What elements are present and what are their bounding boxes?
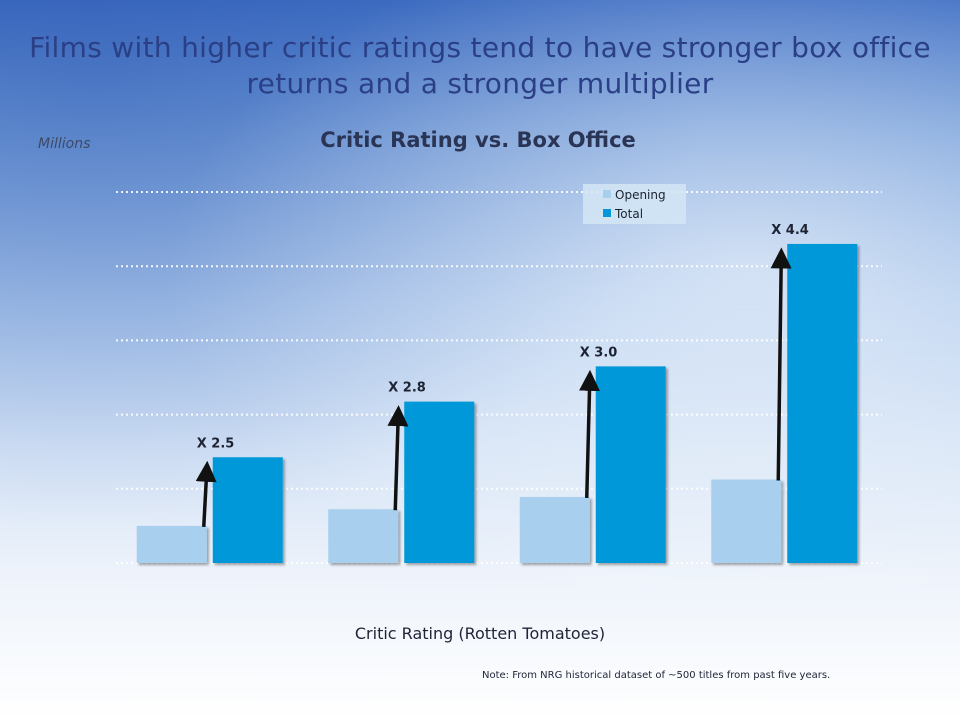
- multiplier-arrow: [770, 247, 792, 481]
- source-note: Note: From NRG historical dataset of ~50…: [482, 670, 831, 681]
- multiplier-arrow: [195, 460, 217, 527]
- chart-legend: Opening Total: [583, 184, 686, 224]
- legend-swatch-opening: [603, 190, 611, 198]
- multiplier-arrow: [578, 369, 600, 499]
- legend-box: [583, 184, 686, 224]
- multiplier-label: X 3.0: [580, 345, 618, 360]
- bar-opening: [519, 496, 590, 563]
- legend-label-total: Total: [614, 207, 643, 221]
- multiplier-arrow: [387, 405, 409, 511]
- bar-chart: X 2.5 X 2.8 X 3.0 X 4.4 Opening Total: [136, 184, 858, 563]
- bar-total: [595, 366, 666, 563]
- bar-opening: [711, 479, 782, 563]
- multiplier-labels: X 2.5 X 2.8 X 3.0 X 4.4: [197, 223, 809, 451]
- bars: [136, 243, 858, 563]
- multiplier-arrows: [195, 247, 792, 527]
- bar-total: [212, 457, 283, 563]
- legend-swatch-total: [603, 209, 611, 217]
- chart-title: Critic Rating vs. Box Office: [320, 128, 636, 152]
- legend-label-opening: Opening: [615, 188, 666, 202]
- slide-headline: Films with higher critic ratings tend to…: [29, 31, 931, 100]
- multiplier-label: X 2.8: [388, 381, 426, 396]
- y-units-label: Millions: [38, 136, 91, 152]
- multiplier-label: X 4.4: [771, 223, 809, 238]
- bar-total: [787, 243, 858, 563]
- x-axis-label: Critic Rating (Rotten Tomatoes): [354, 624, 606, 643]
- bar-opening: [328, 509, 399, 563]
- multiplier-label: X 2.5: [197, 436, 235, 451]
- bar-opening: [136, 525, 207, 563]
- bar-total: [404, 401, 475, 563]
